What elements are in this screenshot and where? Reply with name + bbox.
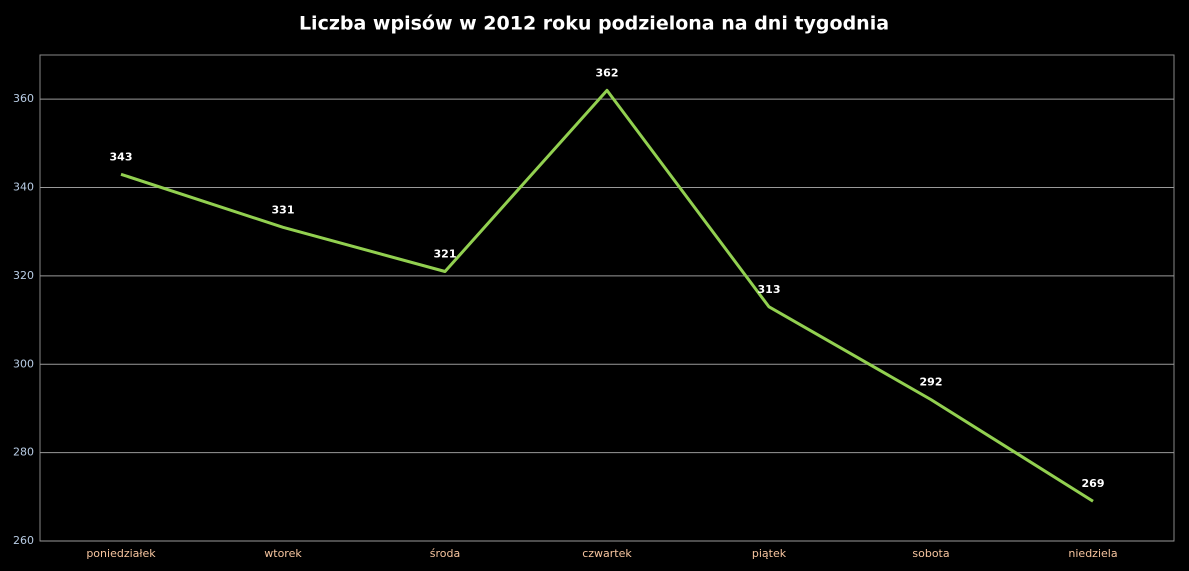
data-label: 313 bbox=[758, 283, 781, 296]
x-tick-label: niedziela bbox=[1068, 547, 1117, 560]
x-tick-label: piątek bbox=[752, 547, 787, 560]
y-tick-label: 280 bbox=[13, 446, 34, 459]
y-tick-label: 340 bbox=[13, 181, 34, 194]
y-tick-label: 300 bbox=[13, 357, 34, 370]
data-label: 292 bbox=[920, 376, 943, 389]
y-tick-label: 360 bbox=[13, 92, 34, 105]
x-tick-label: poniedziałek bbox=[86, 547, 156, 560]
data-line bbox=[120, 88, 1094, 503]
x-tick-label: sobota bbox=[912, 547, 949, 560]
data-label: 331 bbox=[272, 203, 295, 216]
y-tick-label: 260 bbox=[13, 534, 34, 547]
data-label: 343 bbox=[110, 150, 133, 163]
y-tick-label: 320 bbox=[13, 269, 34, 282]
x-tick-label: wtorek bbox=[264, 547, 302, 560]
x-tick-label: czwartek bbox=[582, 547, 632, 560]
chart-title: Liczba wpisów w 2012 roku podzielona na … bbox=[299, 13, 889, 35]
data-label: 269 bbox=[1082, 477, 1105, 490]
x-tick-label: środa bbox=[430, 547, 460, 560]
data-label: 362 bbox=[596, 66, 619, 79]
data-label: 321 bbox=[434, 247, 457, 260]
